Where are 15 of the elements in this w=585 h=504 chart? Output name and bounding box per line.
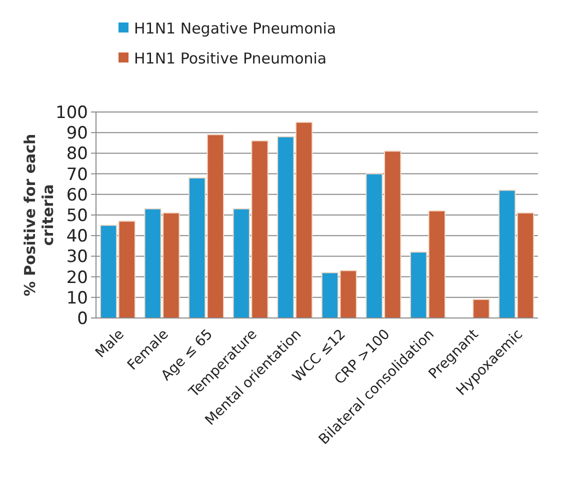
legend-label: H1N1 Negative Pneumonia: [134, 19, 336, 38]
y-tick-label: 30: [66, 247, 88, 268]
bar: [472, 298, 490, 318]
y-tick-label: 60: [66, 185, 88, 206]
y-tick-label: 80: [66, 144, 88, 164]
y-tick-label: 0: [77, 308, 88, 329]
y-tick-label: 40: [66, 226, 88, 247]
y-tick-label: 100: [56, 102, 88, 123]
y-tick-label: 20: [66, 268, 88, 288]
y-tick-label: 70: [66, 164, 88, 185]
y-tick-label: 50: [66, 206, 88, 226]
y-tick-label: 10: [66, 288, 88, 308]
legend-label: H1N1 Positive Pneumonia: [134, 49, 327, 68]
y-tick-label: 90: [66, 124, 88, 144]
y-axis-title: % Positive for each criteria: [21, 134, 57, 296]
